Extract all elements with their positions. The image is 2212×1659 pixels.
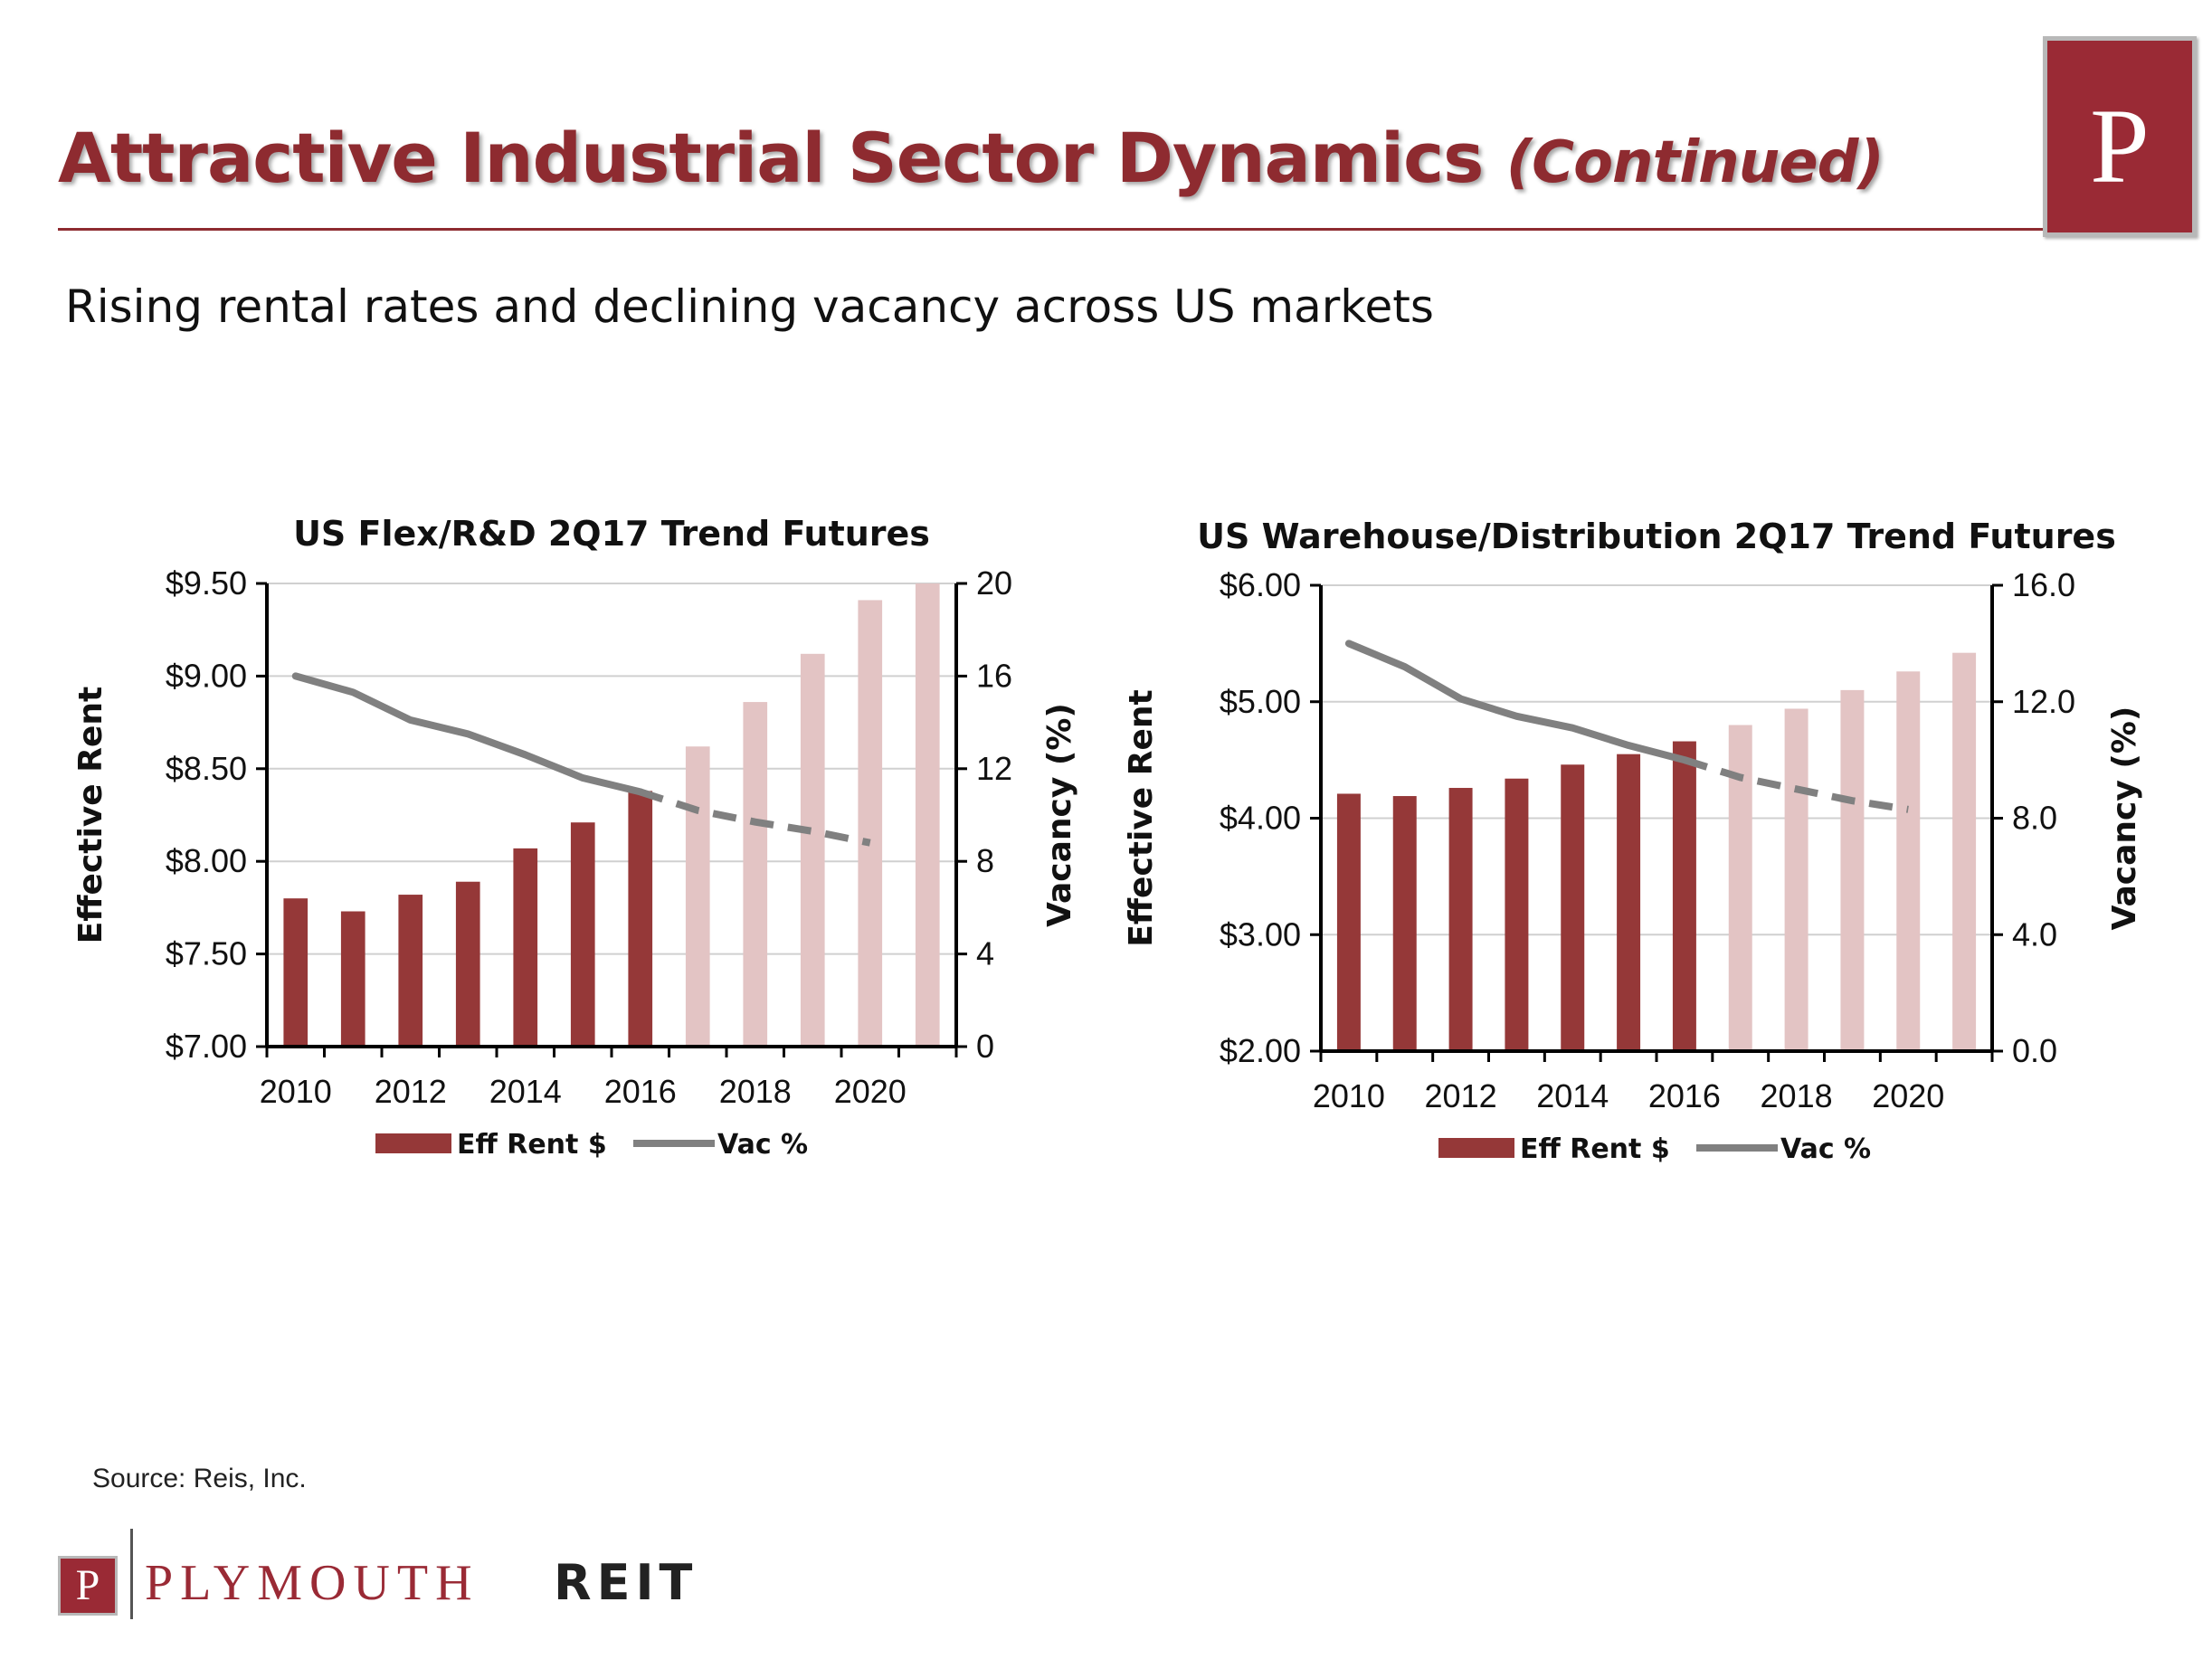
bar-eff-rent bbox=[800, 653, 825, 1047]
legend-swatch-bar bbox=[1438, 1138, 1514, 1158]
footer-wordmark-reit: REIT bbox=[554, 1554, 698, 1611]
y-tick-label: $8.00 bbox=[166, 842, 247, 879]
y2-tick-label: 12 bbox=[976, 750, 1012, 787]
bar-eff-rent bbox=[628, 791, 653, 1047]
footer-wordmark-plymouth: PLYMOUTH bbox=[145, 1555, 479, 1611]
bar-eff-rent bbox=[1392, 796, 1417, 1051]
bar-eff-rent bbox=[685, 746, 710, 1047]
vacancy-line-actual bbox=[1344, 640, 1688, 764]
y-tick-label: $6.00 bbox=[1220, 566, 1301, 603]
title-main: Attractive Industrial Sector Dynamics bbox=[58, 118, 1484, 198]
y2-tick-label: 8 bbox=[976, 842, 994, 879]
x-tick-label: 2020 bbox=[834, 1073, 907, 1110]
bar-eff-rent bbox=[915, 583, 940, 1047]
y2-axis-label: Vacancy (%) bbox=[2106, 706, 2143, 931]
y2-tick-label: 4.0 bbox=[2012, 915, 2057, 953]
y2-tick-label: 0.0 bbox=[2012, 1032, 2057, 1069]
legend-swatch-bar bbox=[375, 1133, 451, 1153]
y-tick-label: $7.50 bbox=[166, 935, 247, 972]
legend-label-vac: Vac % bbox=[717, 1129, 808, 1161]
y2-tick-label: 0 bbox=[976, 1028, 994, 1065]
y-tick-label: $9.50 bbox=[166, 564, 247, 602]
y2-axis-label: Vacancy (%) bbox=[1041, 703, 1078, 927]
footer-logo-letter: P bbox=[75, 1561, 100, 1609]
logo-letter: P bbox=[2090, 87, 2150, 205]
bar-eff-rent bbox=[1952, 652, 1977, 1051]
bar-eff-rent bbox=[1505, 778, 1529, 1051]
legend-label-eff-rent: Eff Rent $ bbox=[1520, 1133, 1670, 1165]
x-tick-label: 2014 bbox=[1536, 1077, 1609, 1114]
plymouth-logo-icon: P bbox=[2043, 36, 2197, 237]
slide-title: Attractive Industrial Sector Dynamics (C… bbox=[58, 118, 1884, 198]
flex-rd-chart: US Flex/R&D 2Q17 Trend Futures $7.00 $7.50… bbox=[72, 514, 1078, 1161]
bar-eff-rent bbox=[283, 898, 309, 1047]
x-tick-label: 2010 bbox=[1313, 1077, 1385, 1114]
x-tick-label: 2012 bbox=[375, 1073, 447, 1110]
y2-tick-label: 16 bbox=[976, 657, 1012, 694]
y2-tick-label: 4 bbox=[976, 935, 994, 972]
bar-eff-rent bbox=[1784, 708, 1809, 1051]
footer-logo-divider bbox=[130, 1529, 133, 1619]
y-tick-label: $2.00 bbox=[1220, 1032, 1301, 1069]
y-tick-label: $5.00 bbox=[1220, 683, 1301, 720]
y2-tick-label: 16.0 bbox=[2012, 566, 2075, 603]
x-tick-label: 2012 bbox=[1425, 1077, 1497, 1114]
y2-tick-label: 8.0 bbox=[2012, 800, 2057, 837]
x-tick-label: 2018 bbox=[719, 1073, 792, 1110]
bar-eff-rent bbox=[340, 911, 366, 1047]
title-suffix: (Continued) bbox=[1505, 129, 1884, 196]
bar-eff-rent bbox=[858, 600, 883, 1047]
x-tick-label: 2018 bbox=[1761, 1077, 1833, 1114]
footer-logo-icon: P bbox=[58, 1556, 118, 1616]
y-axis-label: Effective Rent bbox=[1123, 689, 1160, 946]
chart-title: US Warehouse/Distribution 2Q17 Trend Fut… bbox=[1197, 517, 2116, 556]
source-note: Source: Reis, Inc. bbox=[92, 1464, 307, 1493]
vacancy-line-forecast bbox=[1683, 756, 1909, 813]
bar-eff-rent bbox=[455, 881, 480, 1047]
y2-tick-label: 20 bbox=[976, 564, 1012, 602]
vacancy-line-forecast bbox=[639, 788, 871, 847]
legend-label-vac: Vac % bbox=[1780, 1133, 1871, 1165]
x-tick-label: 2010 bbox=[260, 1073, 332, 1110]
warehouse-distribution-chart: US Warehouse/Distribution 2Q17 Trend Fut… bbox=[1123, 517, 2143, 1165]
y-tick-label: $8.50 bbox=[166, 750, 247, 787]
slide-subtitle: Rising rental rates and declining vacanc… bbox=[65, 280, 1434, 333]
chart-title: US Flex/R&D 2Q17 Trend Futures bbox=[293, 514, 930, 554]
bar-eff-rent bbox=[398, 895, 423, 1047]
bar-eff-rent bbox=[1448, 788, 1473, 1051]
vacancy-line-actual bbox=[291, 672, 644, 796]
title-divider bbox=[58, 228, 2044, 231]
bar-eff-rent bbox=[1672, 741, 1696, 1051]
y2-tick-label: 12.0 bbox=[2012, 683, 2075, 720]
bar-eff-rent bbox=[1336, 793, 1361, 1051]
y-tick-label: $7.00 bbox=[166, 1028, 247, 1065]
legend-label-eff-rent: Eff Rent $ bbox=[457, 1129, 607, 1161]
x-tick-label: 2014 bbox=[489, 1073, 562, 1110]
bar-eff-rent bbox=[1840, 689, 1865, 1051]
x-tick-label: 2020 bbox=[1872, 1077, 1944, 1114]
y-tick-label: $4.00 bbox=[1220, 800, 1301, 837]
bar-eff-rent bbox=[570, 822, 595, 1047]
y-tick-label: $9.00 bbox=[166, 657, 247, 694]
bar-eff-rent bbox=[1561, 764, 1585, 1051]
x-tick-label: 2016 bbox=[1648, 1077, 1721, 1114]
bar-eff-rent bbox=[513, 848, 538, 1047]
x-tick-label: 2016 bbox=[604, 1073, 677, 1110]
bar-eff-rent bbox=[1617, 754, 1641, 1051]
bar-eff-rent bbox=[1896, 671, 1921, 1051]
y-axis-label: Effective Rent bbox=[72, 687, 109, 943]
bar-eff-rent bbox=[743, 702, 768, 1047]
y-tick-label: $3.00 bbox=[1220, 915, 1301, 953]
